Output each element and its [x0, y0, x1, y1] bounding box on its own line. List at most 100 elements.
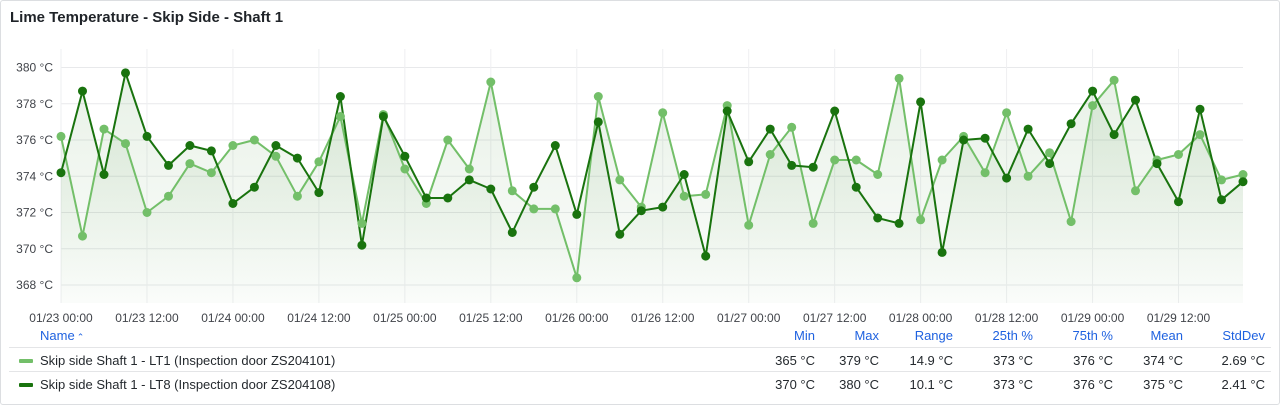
data-point-series-1 — [529, 182, 539, 192]
data-point-series-1 — [937, 247, 947, 257]
data-point-series-1 — [701, 251, 711, 261]
data-point-series-1 — [206, 146, 216, 156]
x-tick-label: 01/29 12:00 — [1147, 311, 1211, 325]
data-point-series-0 — [121, 139, 130, 149]
x-tick-label: 01/29 00:00 — [1061, 311, 1125, 325]
data-point-series-0 — [400, 164, 410, 174]
data-point-series-1 — [378, 112, 388, 121]
data-point-series-0 — [1238, 170, 1248, 179]
data-point-series-1 — [335, 92, 345, 101]
series-area-1 — [61, 72, 1243, 304]
series-name[interactable]: Skip side Shaft 1 - LT8 (Inspection door… — [40, 377, 336, 392]
x-tick-label: 01/24 00:00 — [201, 311, 265, 325]
line-chart[interactable]: 380 °C 378 °C 376 °C 374 °C 372 °C 370 °C 368 … — [1, 1, 1279, 326]
x-tick-label: 01/25 12:00 — [459, 311, 523, 325]
data-point-series-1 — [56, 168, 66, 178]
data-point-series-0 — [529, 204, 539, 214]
data-point-series-0 — [142, 208, 152, 217]
data-point-series-1 — [593, 117, 603, 127]
data-point-series-0 — [335, 112, 345, 121]
data-point-series-0 — [1217, 175, 1226, 185]
value-max: 379 °C — [839, 353, 879, 368]
data-point-series-1 — [722, 106, 732, 116]
data-point-series-1 — [357, 240, 367, 250]
data-point-series-1 — [808, 162, 818, 172]
data-point-series-1 — [1238, 177, 1248, 187]
data-point-series-0 — [658, 108, 668, 118]
data-point-series-0 — [1131, 186, 1140, 196]
data-point-series-0 — [56, 131, 66, 141]
data-point-series-1 — [1088, 86, 1098, 96]
header-25th[interactable]: 25th % — [992, 328, 1033, 343]
legend-row-lt8[interactable]: Skip side Shaft 1 - LT8 (Inspection door… — [9, 371, 1271, 396]
data-point-series-0 — [1045, 148, 1055, 158]
data-point-series-0 — [314, 157, 324, 167]
data-point-series-0 — [1174, 150, 1183, 159]
value-75th: 376 °C — [1073, 377, 1113, 392]
data-point-series-1 — [550, 141, 560, 150]
data-point-series-0 — [873, 170, 883, 179]
x-tick-label: 01/26 12:00 — [631, 311, 695, 325]
data-point-series-1 — [1023, 124, 1033, 134]
x-tick-label: 01/23 00:00 — [29, 311, 93, 325]
header-75th[interactable]: 75th % — [1072, 328, 1113, 343]
data-point-series-0 — [980, 168, 990, 178]
data-point-series-1 — [615, 229, 625, 239]
data-point-series-1 — [851, 182, 861, 192]
value-min: 370 °C — [775, 377, 815, 392]
data-point-series-1 — [1195, 104, 1205, 114]
data-point-series-0 — [164, 191, 173, 201]
data-point-series-1 — [636, 206, 646, 216]
data-point-series-0 — [679, 191, 689, 201]
header-stddev[interactable]: StdDev — [1222, 328, 1265, 343]
y-tick-label: 380 °C — [16, 61, 53, 75]
header-name[interactable]: Name ⌃ — [40, 328, 85, 343]
x-tick-label: 01/28 12:00 — [975, 311, 1039, 325]
data-point-series-1 — [142, 131, 152, 141]
data-point-series-1 — [679, 170, 689, 179]
data-point-series-1 — [314, 188, 324, 198]
data-point-series-1 — [959, 135, 969, 145]
data-point-series-1 — [1109, 130, 1119, 140]
data-point-series-1 — [78, 86, 87, 96]
data-point-series-1 — [507, 228, 517, 237]
data-point-series-0 — [572, 273, 582, 283]
data-point-series-0 — [228, 141, 238, 150]
data-point-series-0 — [851, 155, 861, 165]
series-line-1 — [60, 71, 1244, 258]
data-point-series-0 — [550, 204, 560, 214]
y-tick-label: 376 °C — [16, 133, 53, 147]
value-mean: 374 °C — [1143, 353, 1183, 368]
data-point-series-1 — [292, 153, 302, 163]
data-point-series-1 — [1066, 119, 1076, 129]
y-tick-label: 370 °C — [16, 242, 53, 256]
header-min[interactable]: Min — [794, 328, 815, 343]
header-range[interactable]: Range — [914, 328, 953, 343]
data-point-series-1 — [400, 151, 410, 161]
x-tick-label: 01/28 00:00 — [889, 311, 953, 325]
data-point-series-1 — [271, 141, 281, 150]
data-point-series-0 — [443, 135, 453, 145]
data-point-series-1 — [765, 124, 775, 134]
sort-ascending-icon: ⌃ — [76, 332, 85, 342]
data-point-series-0 — [1066, 217, 1076, 227]
data-point-series-1 — [916, 97, 926, 107]
value-range: 14.9 °C — [909, 353, 953, 368]
data-point-series-1 — [486, 184, 496, 194]
legend-row-lt1[interactable]: Skip side Shaft 1 - LT1 (Inspection door… — [9, 347, 1271, 372]
series-name[interactable]: Skip side Shaft 1 - LT1 (Inspection door… — [40, 353, 336, 368]
legend-header: Name ⌃ Min Max Range 25th % 75th % Mean S… — [1, 325, 1279, 345]
header-max[interactable]: Max — [854, 328, 879, 343]
y-tick-label: 368 °C — [16, 278, 53, 292]
data-point-series-1 — [164, 160, 173, 170]
data-point-series-0 — [507, 186, 517, 196]
data-point-series-1 — [658, 202, 668, 212]
data-point-series-1 — [464, 175, 474, 185]
data-point-series-1 — [1002, 173, 1012, 183]
panel-title[interactable]: Lime Temperature - Skip Side - Shaft 1 — [10, 9, 284, 26]
data-point-series-0 — [744, 220, 754, 230]
header-mean[interactable]: Mean — [1150, 328, 1183, 343]
data-point-series-0 — [615, 175, 625, 185]
data-point-series-0 — [1109, 75, 1119, 85]
